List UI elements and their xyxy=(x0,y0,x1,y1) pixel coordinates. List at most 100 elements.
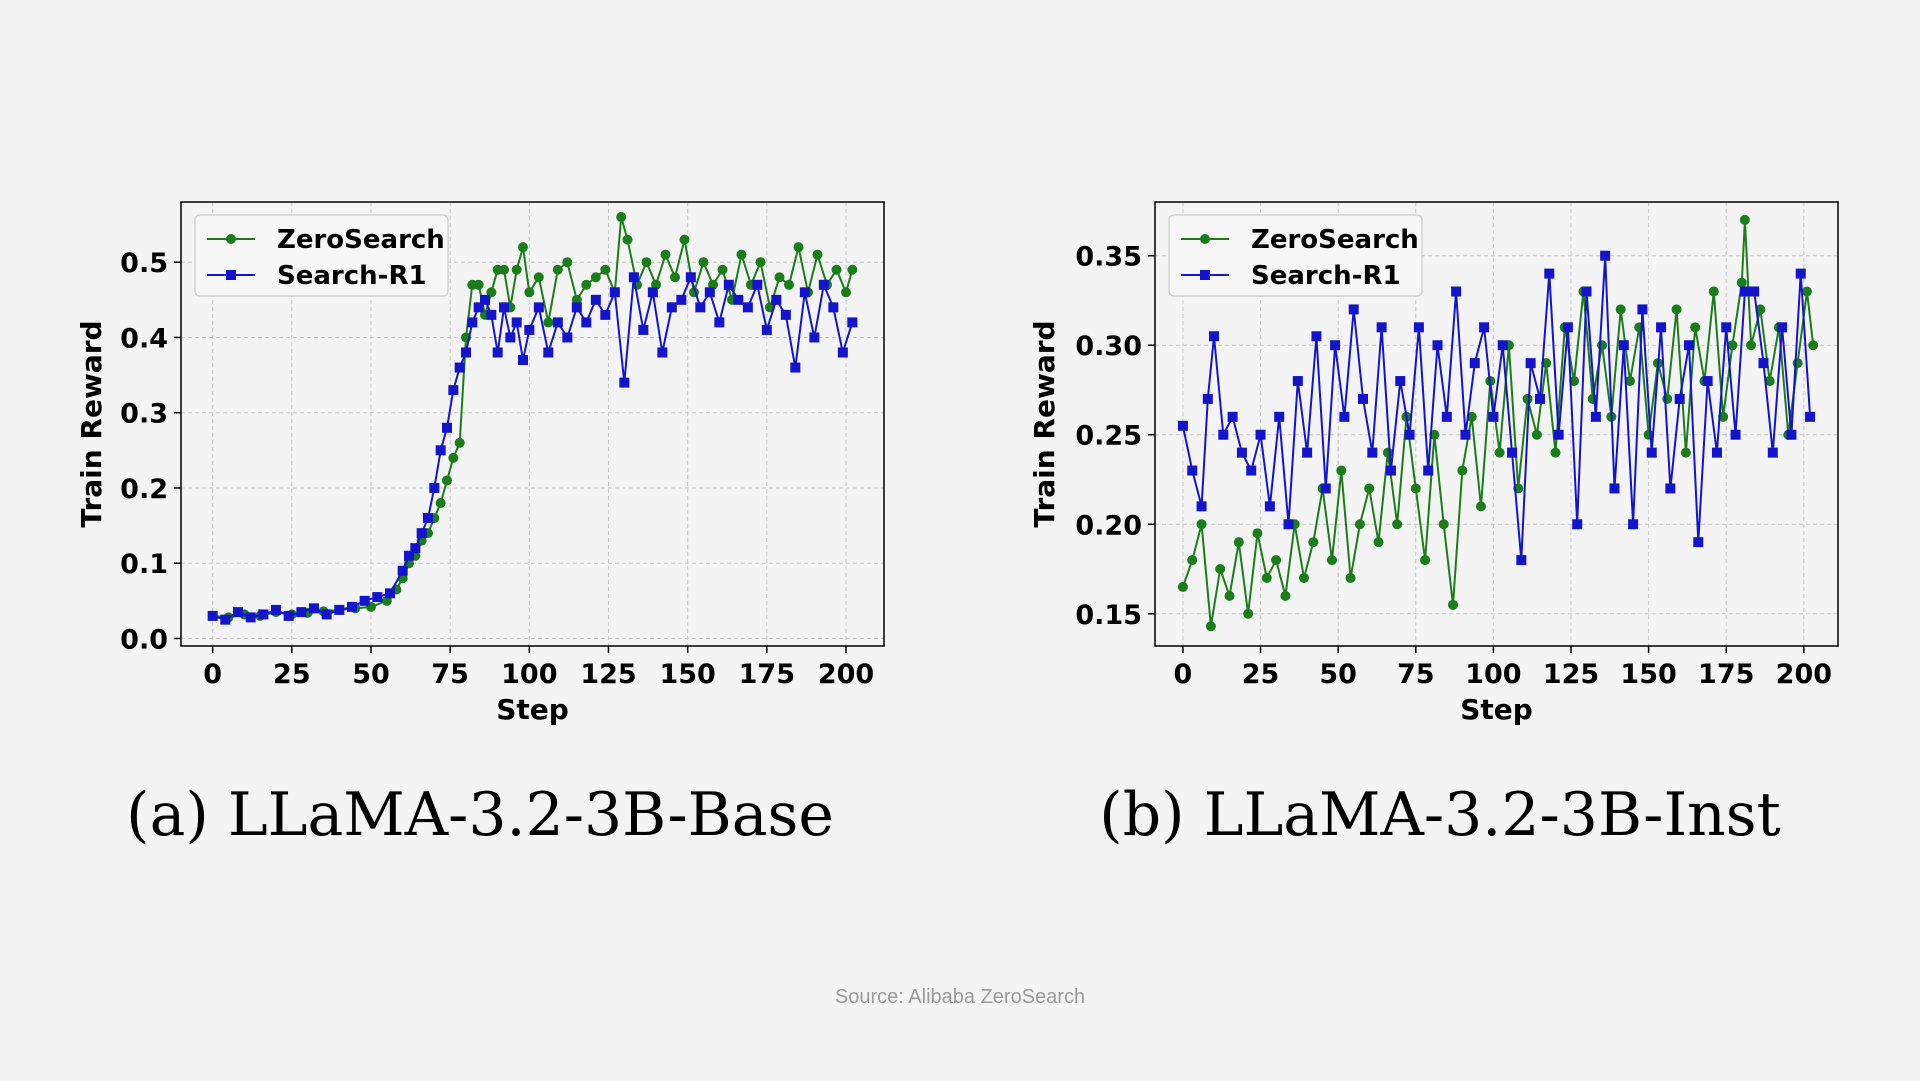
data-point xyxy=(837,347,848,358)
data-point xyxy=(1572,519,1583,530)
data-point xyxy=(600,264,611,275)
data-point xyxy=(799,287,810,298)
data-point xyxy=(1271,555,1282,566)
y-tick-label: 0.3 xyxy=(120,399,168,430)
x-axis-title: Step xyxy=(1460,693,1533,726)
data-point xyxy=(733,294,744,305)
legend: ZeroSearch Search-R1 xyxy=(1168,214,1423,297)
data-point xyxy=(1646,447,1657,458)
legend-marker-search-r1 xyxy=(226,270,236,280)
data-point xyxy=(1311,331,1322,342)
data-point xyxy=(1330,340,1341,351)
data-point xyxy=(1674,393,1685,404)
data-point xyxy=(1597,340,1608,351)
data-point xyxy=(1460,429,1471,440)
y-tick-label: 0.20 xyxy=(1075,510,1142,541)
data-point xyxy=(533,272,544,283)
data-point xyxy=(666,302,677,313)
data-point xyxy=(518,355,528,366)
y-axis-title: Train Reward xyxy=(1028,320,1061,527)
data-point xyxy=(1488,411,1499,422)
data-point xyxy=(1628,519,1639,530)
data-point xyxy=(1721,322,1732,333)
data-point xyxy=(1255,429,1266,440)
y-tick-label: 0.25 xyxy=(1075,421,1142,452)
data-point xyxy=(1469,358,1480,369)
data-point xyxy=(397,565,408,576)
data-point xyxy=(714,317,725,328)
y-tick-label: 0.2 xyxy=(120,474,168,505)
data-point xyxy=(780,309,791,320)
data-point xyxy=(1746,340,1757,351)
data-point xyxy=(1280,590,1291,601)
x-tick-label: 125 xyxy=(580,659,636,690)
data-point xyxy=(657,347,668,358)
data-point xyxy=(660,249,671,260)
y-tick-label: 0.35 xyxy=(1075,242,1142,273)
data-point xyxy=(1264,501,1275,512)
data-point xyxy=(511,317,522,328)
x-tick-label: 0 xyxy=(1174,659,1193,690)
data-point xyxy=(1261,572,1272,583)
data-point xyxy=(1246,465,1257,476)
data-point xyxy=(1395,376,1406,387)
legend-box xyxy=(194,214,449,297)
data-point xyxy=(1690,322,1701,333)
data-point xyxy=(590,272,601,283)
data-point xyxy=(486,309,497,320)
data-point xyxy=(1534,393,1545,404)
data-point xyxy=(622,234,633,245)
data-point xyxy=(271,604,281,615)
data-point xyxy=(1550,447,1561,458)
data-point xyxy=(708,279,718,290)
data-point xyxy=(1730,429,1741,440)
data-point xyxy=(1196,519,1207,530)
data-point xyxy=(1739,214,1750,225)
data-point xyxy=(1376,322,1387,333)
x-tick-label: 175 xyxy=(1698,659,1754,690)
data-point xyxy=(543,317,554,328)
data-point xyxy=(1749,286,1760,297)
x-tick-label: 100 xyxy=(1465,659,1521,690)
data-point xyxy=(647,287,658,298)
data-point xyxy=(505,332,516,343)
data-point xyxy=(1404,429,1415,440)
data-point xyxy=(1202,393,1213,404)
x-tick-label: 175 xyxy=(739,659,795,690)
data-point xyxy=(1702,376,1713,387)
data-point xyxy=(233,607,243,618)
data-point xyxy=(1448,599,1459,610)
data-point xyxy=(1410,483,1421,494)
data-point xyxy=(619,377,630,388)
plot-frame xyxy=(180,201,885,647)
data-point xyxy=(638,324,649,335)
legend-label-search-r1: Search-R1 xyxy=(277,261,427,291)
data-point xyxy=(1767,447,1778,458)
data-point xyxy=(410,543,421,554)
x-tick-label: 75 xyxy=(1397,659,1435,690)
data-point xyxy=(1224,590,1235,601)
data-point xyxy=(812,249,823,260)
data-point xyxy=(1373,537,1384,548)
data-point xyxy=(1392,519,1403,530)
data-point xyxy=(670,272,680,283)
data-point xyxy=(1432,340,1443,351)
data-point xyxy=(1795,268,1806,279)
data-point xyxy=(467,317,478,328)
data-point xyxy=(841,287,851,298)
data-point xyxy=(1525,358,1536,369)
data-point xyxy=(1283,519,1294,530)
data-point xyxy=(1348,304,1359,315)
data-point xyxy=(518,242,528,253)
data-point xyxy=(1516,555,1527,566)
data-point xyxy=(435,445,446,456)
data-point xyxy=(1711,447,1722,458)
data-point xyxy=(1233,537,1244,548)
x-axis-title: Step xyxy=(496,693,569,726)
data-point xyxy=(1336,465,1347,476)
data-point xyxy=(562,257,573,268)
x-tick-label: 150 xyxy=(1620,659,1676,690)
data-point xyxy=(1187,555,1198,566)
data-point xyxy=(1299,572,1310,583)
data-point xyxy=(524,324,535,335)
